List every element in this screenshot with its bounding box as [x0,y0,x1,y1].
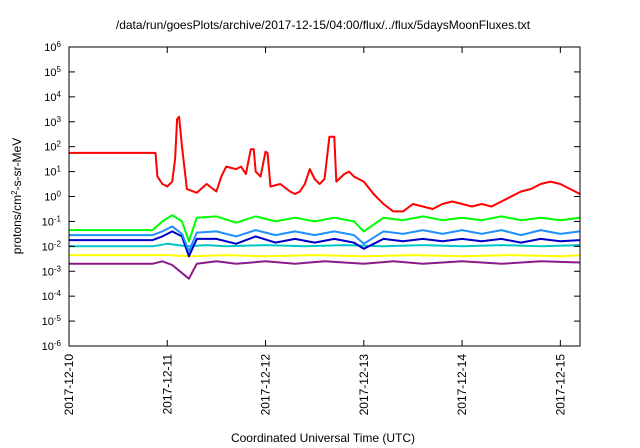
y-axis: 10-6 10-5 10-4 10-3 10-2 10-1 100 101 102 103 104 1… [42,40,580,354]
y-axis-label-sup: 2 [10,190,19,195]
y-tick-label: 10-6 [42,339,62,354]
y-tick-label: 10-1 [42,214,62,229]
series-layer [69,115,581,280]
y-tick-label: 100 [44,189,61,204]
x-tick-label: 2017-12-15 [553,354,567,416]
y-tick-label: 106 [44,40,61,55]
chart-title: /data/run/goesPlots/archive/2017-12-15/0… [116,18,531,32]
series-line-5 [69,225,581,253]
x-tick-label: 2017-12-10 [62,354,76,416]
y-tick-label: 10-5 [42,314,62,329]
plot-frame [68,46,581,347]
x-tick-label: 2017-12-12 [259,354,273,416]
y-tick-label: 101 [44,164,61,179]
series-line-4 [69,230,581,258]
series-line-6 [69,214,581,243]
x-tick-label: 2017-12-14 [455,354,469,416]
y-tick-label: 104 [44,89,61,104]
y-tick-label: 10-2 [42,239,62,254]
y-tick-label: 102 [44,139,61,154]
x-tick-label: 2017-12-13 [357,354,371,416]
series-line-3 [69,242,581,248]
y-tick-label: 10-3 [42,264,62,279]
x-tick-label: 2017-12-11 [160,354,174,415]
series-line-7 [69,115,581,213]
series-line-2 [69,254,581,258]
y-axis-label-pre: protons/cm [10,195,24,254]
y-axis-label: protons/cm2-s-sr-MeV [10,138,25,254]
y-tick-label: 10-4 [42,289,62,304]
series-line-1 [69,260,581,280]
x-axis-label: Coordinated Universal Time (UTC) [231,431,415,445]
y-axis-label-post: -s-sr-MeV [10,138,24,191]
x-axis: 2017-12-10 2017-12-11 2017-12-12 2017-12-13… [62,47,567,415]
y-tick-label: 105 [44,64,61,79]
y-tick-label: 103 [44,114,61,129]
